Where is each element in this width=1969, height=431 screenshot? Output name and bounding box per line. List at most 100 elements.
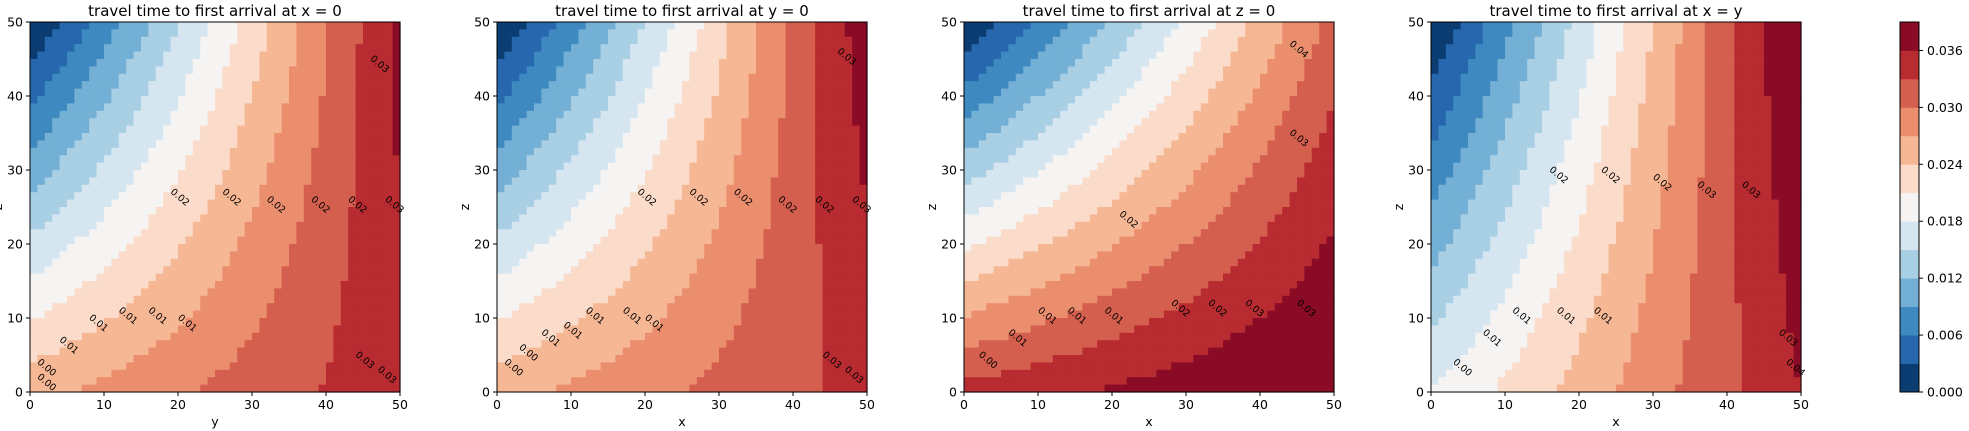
contour-cell (96, 310, 105, 319)
contour-cell (630, 170, 639, 178)
contour-cell (311, 266, 320, 275)
contour-cell (296, 140, 305, 149)
contour-cell (44, 88, 53, 97)
contour-cell (118, 140, 127, 149)
contour-cell (719, 347, 727, 356)
contour-cell (674, 162, 683, 171)
contour-cell (837, 281, 846, 289)
contour-cell (585, 288, 594, 297)
contour-cell (170, 303, 179, 312)
contour-cell (89, 347, 98, 356)
contour-cell (377, 125, 386, 134)
contour-cell (74, 44, 83, 53)
contour-cell (578, 184, 587, 193)
contour-cell (807, 244, 816, 252)
contour-cell (303, 36, 312, 45)
contour-cell (392, 332, 401, 341)
contour-cell (333, 207, 342, 215)
contour-cell (541, 184, 550, 193)
contour-cell (674, 251, 683, 260)
contour-cell (667, 140, 676, 149)
contour-cell (696, 96, 705, 104)
contour-cell (185, 162, 194, 171)
contour-cell (585, 347, 594, 356)
contour-cell (534, 170, 542, 178)
contour-cell (807, 96, 816, 104)
contour-fill (497, 22, 868, 393)
contour-cell (348, 229, 357, 238)
contour-cell (793, 258, 801, 267)
contour-cell (822, 377, 831, 386)
contour-cell (348, 88, 357, 97)
contour-cell (355, 73, 364, 82)
contour-cell (556, 281, 565, 289)
contour-cell (807, 340, 816, 349)
contour-cell (163, 66, 172, 75)
contour-cell (652, 258, 661, 267)
contour-cell (185, 273, 194, 282)
contour-cell (630, 266, 639, 275)
contour-cell (689, 162, 698, 171)
contour-cell (741, 355, 750, 363)
contour-cell (207, 310, 216, 319)
contour-cell (296, 59, 305, 67)
contour-cell (259, 244, 268, 252)
contour-cell (563, 81, 572, 90)
contour-cell (807, 155, 816, 164)
contour-cell (296, 303, 305, 312)
contour-cell (689, 177, 698, 186)
contour-cell (844, 118, 853, 127)
contour-cell (377, 162, 386, 171)
contour-cell (763, 258, 772, 267)
contour-cell (311, 281, 320, 289)
contour-cell (185, 29, 194, 38)
contour-cell (44, 369, 53, 378)
contour-cell (763, 66, 772, 75)
contour-cell (704, 44, 713, 53)
contour-cell (296, 207, 305, 215)
contour-cell (852, 266, 861, 275)
contour-cell (534, 325, 542, 334)
contour-cell (252, 22, 260, 30)
contour-cell (622, 281, 631, 289)
contour-cell (689, 110, 698, 119)
contour-cell (126, 103, 135, 112)
contour-cell (526, 340, 535, 349)
contour-cell (600, 51, 609, 60)
contour-cell (741, 59, 750, 67)
contour-cell (340, 125, 349, 134)
contour-cell (148, 207, 157, 215)
contour-cell (622, 133, 631, 141)
contour-cell (800, 340, 809, 349)
contour-cell (96, 288, 105, 297)
contour-cell (222, 377, 231, 386)
contour-cell (377, 325, 386, 334)
contour-cell (778, 310, 787, 319)
contour-cell (67, 192, 75, 201)
contour-cell (563, 155, 572, 164)
contour-cell (830, 377, 838, 386)
contour-fill (30, 22, 401, 393)
contour-cell (207, 177, 216, 186)
contour-cell (148, 229, 157, 238)
contour-cell (526, 281, 535, 289)
contour-cell (178, 355, 186, 363)
contour-cell (148, 325, 157, 334)
contour-cell (548, 192, 557, 201)
contour-cell (763, 369, 772, 378)
contour-cell (192, 303, 201, 312)
contour-cell (333, 199, 342, 208)
contour-cell (385, 155, 394, 164)
contour-cell (659, 303, 668, 312)
contour-cell (659, 73, 668, 82)
contour-cell (807, 251, 816, 260)
contour-cell (822, 214, 831, 223)
contour-cell (326, 44, 334, 53)
contour-cell (67, 244, 75, 252)
contour-cell (126, 59, 135, 67)
contour-cell (363, 147, 371, 156)
contour-cell (303, 288, 312, 297)
contour-cell (837, 369, 846, 378)
contour-cell (608, 258, 616, 267)
contour-cell (578, 133, 587, 141)
